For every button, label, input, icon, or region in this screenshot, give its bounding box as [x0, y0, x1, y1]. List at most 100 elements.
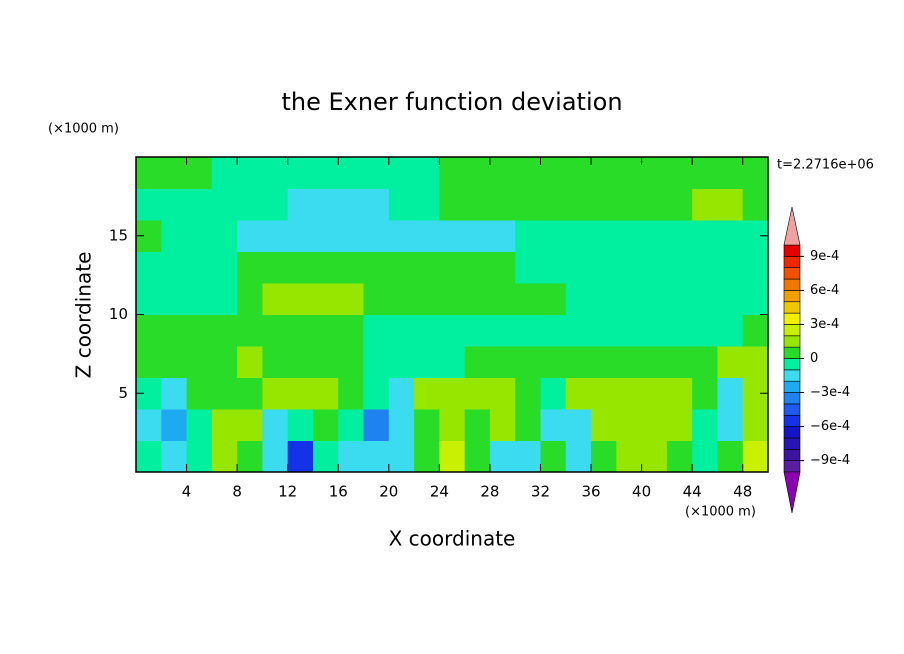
field-cell	[616, 440, 643, 473]
field-cell	[338, 346, 365, 378]
field-cell	[692, 188, 718, 221]
colorbar-label: 0	[810, 351, 818, 366]
field-cell	[388, 314, 415, 347]
field-cell	[338, 314, 365, 347]
field-cell	[489, 251, 516, 284]
x-tick-label: 24	[430, 483, 449, 501]
field-cell	[312, 157, 339, 189]
field-cell	[262, 346, 289, 378]
field-cell	[262, 188, 289, 221]
field-cell	[312, 251, 339, 284]
field-cell	[742, 157, 769, 189]
field-cell	[338, 251, 365, 284]
field-cell	[338, 283, 365, 315]
field-cell	[237, 377, 263, 410]
field-cell	[287, 157, 314, 189]
colorbar-box	[783, 426, 801, 439]
field-cell	[464, 188, 491, 221]
field-cell	[591, 251, 617, 284]
field-cell	[186, 220, 213, 252]
field-cell	[717, 346, 744, 378]
field-cell	[692, 409, 718, 441]
field-cell	[666, 251, 693, 284]
field-cell	[515, 188, 541, 221]
field-cell	[388, 251, 415, 284]
colorbar-box	[783, 290, 801, 303]
x-unit-label: (×1000 m)	[685, 505, 756, 520]
field-cell	[692, 346, 718, 378]
field-cell	[136, 409, 162, 441]
field-cell	[136, 251, 162, 284]
field-cell	[237, 409, 263, 441]
field-cell	[515, 377, 541, 410]
field-cell	[464, 377, 491, 410]
field-cell	[414, 314, 440, 347]
field-cell	[338, 188, 365, 221]
field-cell	[464, 346, 491, 378]
colorbar-box	[783, 267, 801, 280]
field-cell	[641, 157, 668, 189]
y-tick-label: 5	[118, 384, 128, 402]
field-cell	[237, 157, 263, 189]
field-cell	[591, 377, 617, 410]
field-cell	[692, 251, 718, 284]
field-cell	[717, 188, 744, 221]
field-cell	[363, 220, 390, 252]
field-cell	[616, 283, 643, 315]
field-cell	[439, 188, 466, 221]
field-cell	[161, 314, 188, 347]
field-cell	[388, 188, 415, 221]
field-cell	[262, 409, 289, 441]
field-cell	[692, 220, 718, 252]
field-cell	[464, 440, 491, 473]
colorbar-box	[783, 312, 801, 325]
field-cell	[692, 377, 718, 410]
field-cell	[186, 251, 213, 284]
field-cell	[363, 157, 390, 189]
field-cell	[414, 220, 440, 252]
colorbar-box	[783, 346, 801, 359]
field-cell	[186, 157, 213, 189]
field-cell	[312, 314, 339, 347]
field-cell	[338, 409, 365, 441]
field-cell	[565, 346, 592, 378]
field-cell	[237, 440, 263, 473]
field-cell	[666, 157, 693, 189]
colorbar-label: 3e-4	[810, 317, 839, 332]
field-cell	[211, 220, 238, 252]
field-cell	[540, 157, 567, 189]
field-cell	[489, 188, 516, 221]
field-cell	[666, 220, 693, 252]
field-cell	[312, 440, 339, 473]
field-cell	[742, 409, 769, 441]
field-cell	[717, 283, 744, 315]
field-cell	[742, 251, 769, 284]
field-cell	[439, 251, 466, 284]
field-cell	[363, 283, 390, 315]
x-axis-label: X coordinate	[389, 527, 516, 551]
x-tick-label: 36	[581, 483, 600, 501]
colorbar-label: −6e-4	[810, 419, 850, 434]
field-cell	[489, 314, 516, 347]
x-tick-label: 40	[632, 483, 651, 501]
field-cell	[312, 377, 339, 410]
field-cell	[489, 157, 516, 189]
field-cell	[237, 220, 263, 252]
field-cell	[363, 314, 390, 347]
field-cell	[439, 346, 466, 378]
field-cell	[565, 314, 592, 347]
colorbar-box	[783, 335, 801, 348]
field-cell	[591, 314, 617, 347]
field-cell	[692, 157, 718, 189]
colorbar-box	[783, 414, 801, 427]
field-cell	[312, 283, 339, 315]
field-cell	[641, 314, 668, 347]
field-cell	[414, 377, 440, 410]
field-cell	[616, 409, 643, 441]
field-cell	[287, 188, 314, 221]
field-cell	[464, 283, 491, 315]
field-cell	[414, 346, 440, 378]
field-cell	[515, 283, 541, 315]
field-cell	[211, 188, 238, 221]
